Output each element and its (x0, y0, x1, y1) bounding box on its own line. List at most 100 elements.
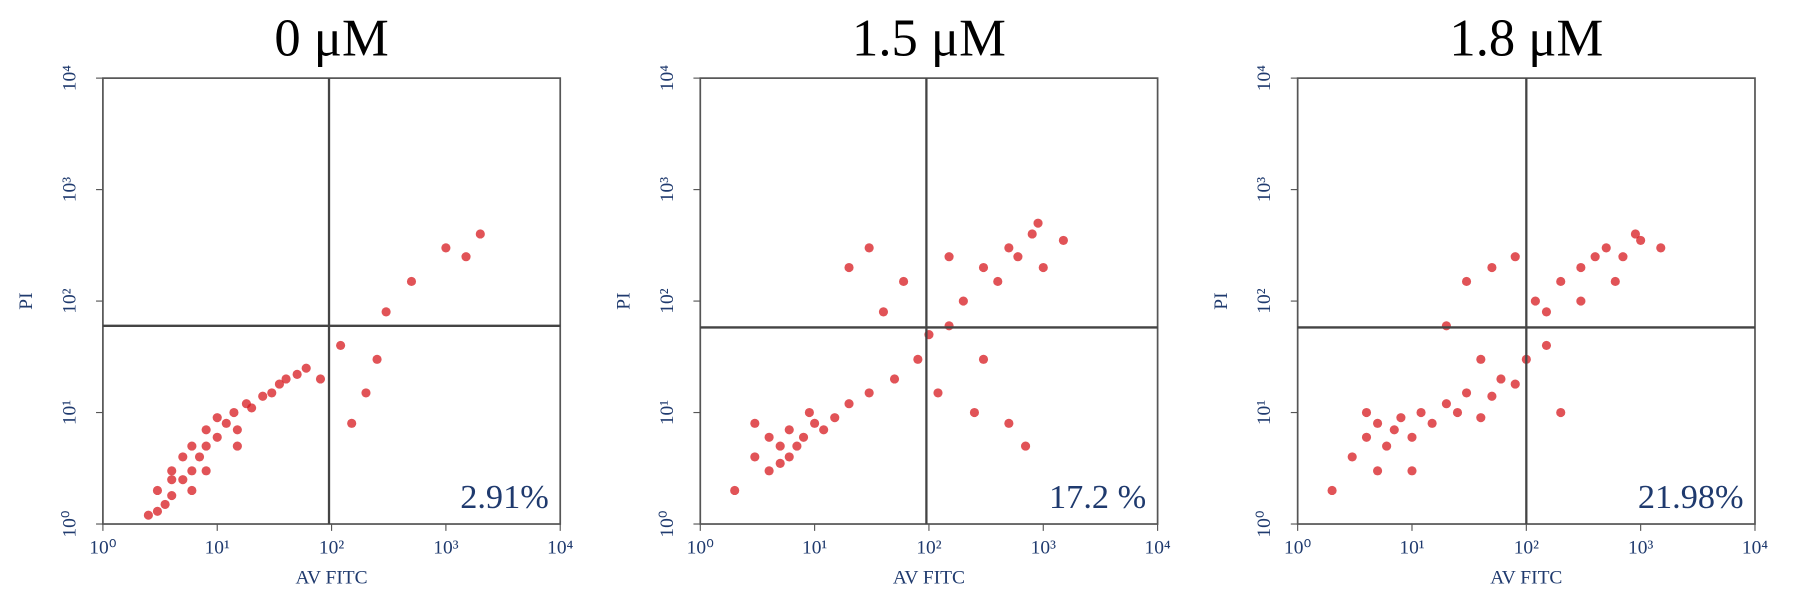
cell-point (152, 506, 163, 516)
cell-point (1510, 252, 1520, 262)
cell-point (810, 418, 820, 428)
y-tick-label: 10⁰ (657, 510, 678, 537)
cell-point (750, 452, 760, 462)
y-axis-label: PI (1211, 292, 1232, 309)
cell-point (784, 425, 794, 435)
cell-point (944, 321, 954, 331)
cell-point (167, 475, 177, 485)
y-tick-label: 10¹ (1254, 400, 1275, 425)
cell-point (315, 374, 326, 384)
cell-point (792, 441, 802, 451)
cell-point (1441, 399, 1451, 409)
y-axis-label: PI (613, 292, 634, 309)
cell-point (1441, 321, 1451, 331)
cell-point (1020, 441, 1031, 451)
cell-point (441, 243, 451, 253)
cell-point (274, 379, 285, 389)
cell-point (978, 262, 989, 273)
cell-point (844, 262, 854, 273)
cell-point (1038, 262, 1048, 273)
cell-point (1361, 432, 1372, 442)
cell-point (187, 485, 197, 496)
quadrant-percentage: 21.98% (1638, 478, 1744, 516)
cell-point (1382, 441, 1392, 451)
quadrant-percentage: 2.91% (460, 478, 549, 516)
cell-point (267, 388, 277, 398)
x-tick-label: 10¹ (205, 538, 230, 559)
cell-point (1027, 229, 1037, 239)
y-tick-label: 10³ (59, 177, 80, 202)
x-tick-label: 10⁴ (547, 538, 573, 559)
y-tick-label: 10⁰ (1254, 510, 1275, 537)
cell-point (1461, 276, 1472, 287)
x-axis-label: AV FITC (1490, 567, 1562, 588)
cell-point (1530, 296, 1540, 306)
cell-point (1610, 276, 1620, 287)
cell-point (1618, 252, 1628, 262)
cell-point (830, 413, 840, 423)
cell-point (178, 452, 188, 462)
cell-point (1013, 252, 1023, 262)
cell-point (784, 452, 794, 462)
cell-point (775, 458, 785, 468)
x-tick-label: 10³ (1628, 538, 1653, 559)
cell-point (899, 276, 909, 287)
cell-point (187, 441, 197, 451)
cell-point (221, 418, 231, 428)
y-tick-label: 10⁴ (59, 65, 80, 91)
cell-point (1601, 243, 1611, 253)
cell-point (969, 407, 980, 418)
cell-point (167, 490, 177, 501)
y-tick-label: 10¹ (59, 400, 80, 425)
x-axis-label: AV FITC (295, 567, 367, 588)
cell-point (1590, 252, 1600, 262)
cell-point (775, 441, 785, 451)
y-tick-label: 10² (657, 288, 678, 313)
cell-point (292, 369, 302, 379)
cell-point (1373, 418, 1383, 428)
x-tick-label: 10³ (433, 538, 458, 559)
cell-point (958, 296, 968, 306)
y-tick-label: 10⁴ (657, 65, 678, 91)
x-tick-label: 10⁰ (89, 538, 116, 559)
cell-point (212, 413, 222, 423)
cell-point (336, 340, 346, 351)
cell-point (1487, 391, 1497, 401)
cell-point (1496, 374, 1506, 384)
quadrant-percentage: 17.2 % (1049, 478, 1146, 516)
x-tick-label: 10⁴ (1742, 538, 1768, 559)
x-tick-label: 10⁰ (1284, 538, 1311, 559)
y-tick-label: 10² (1254, 288, 1275, 313)
cell-point (1373, 466, 1383, 476)
cell-point (194, 452, 205, 462)
cell-point (1396, 413, 1406, 423)
x-tick-label: 10⁰ (687, 538, 714, 559)
cell-point (232, 441, 242, 451)
cell-point (844, 399, 854, 409)
cell-point (1004, 418, 1014, 428)
cell-point (201, 466, 211, 476)
y-tick-label: 10⁰ (59, 510, 80, 537)
cell-point (1576, 262, 1586, 273)
cell-point (764, 466, 774, 476)
cell-point (1541, 340, 1552, 351)
cell-point (1576, 296, 1586, 306)
cell-point (819, 425, 829, 435)
cell-point (232, 425, 242, 435)
cell-point (178, 475, 188, 485)
cell-point (864, 243, 874, 253)
cell-point (1416, 407, 1426, 418)
plot-frame (102, 77, 562, 525)
cell-point (229, 407, 239, 418)
x-tick-label: 10¹ (802, 538, 827, 559)
cell-point (978, 354, 989, 364)
cell-point (1461, 388, 1472, 398)
y-tick-label: 10¹ (657, 400, 678, 425)
cell-point (372, 354, 382, 364)
cell-point (1476, 354, 1486, 364)
y-axis-label: PI (16, 292, 37, 309)
cell-point (143, 510, 153, 520)
cell-point (798, 432, 809, 442)
